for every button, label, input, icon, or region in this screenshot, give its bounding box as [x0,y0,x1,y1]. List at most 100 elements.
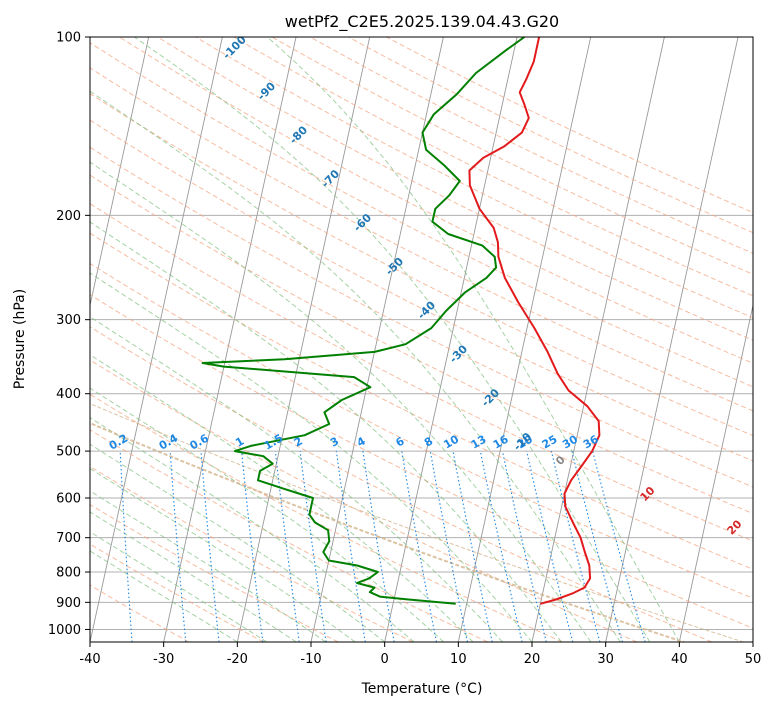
dry-adiabat-line [119,37,753,364]
dry-adiabat-line [386,37,753,213]
moist-adiabat-line [90,490,326,642]
y-tick-label: 600 [56,492,81,507]
x-tick-label: -20 [227,652,248,667]
isotherm-line [0,37,1,642]
isotherm-label: -80 [287,123,310,146]
x-tick-label: -40 [79,652,100,667]
moist-adiabat-line [90,467,356,642]
mixing-ratio-label: 6 [393,434,406,449]
dry-adiabat-line [195,37,753,319]
moist-adiabat-line [90,511,297,642]
moist-adiabat-line [90,221,562,642]
dry-adiabat-line [157,37,753,341]
mixing-ratio-line [452,450,493,642]
isotherm-line [236,37,371,642]
moist-adiabat-line [90,272,533,642]
x-axis-label: Temperature (°C) [361,681,483,697]
mixing-ratio-label: 10 [441,432,461,451]
y-axis-label: Pressure (hPa) [12,289,28,389]
x-tick-label: 20 [524,652,541,667]
mixing-ratio-label: 13 [469,433,489,452]
mixing-ratio-line [401,451,437,642]
y-tick-label: 300 [56,313,81,328]
mixing-ratio-label: 0.6 [188,431,212,452]
x-tick-label: 30 [597,652,614,667]
moist-adiabat-line [90,417,415,642]
profiles-layer [201,37,601,605]
mixing-ratio-line [592,450,646,642]
mixing-ratio-line [73,451,82,642]
dry-adiabat-line [90,503,339,642]
x-tick-label: -10 [300,652,321,667]
dry-adiabat-line [233,37,753,297]
isotherm-label: -10 [511,430,534,453]
y-tick-label: 200 [56,209,81,224]
dry-adiabat-line [90,294,753,629]
dry-adiabat-line [271,37,753,275]
y-tick-label: 800 [56,566,81,581]
mixing-ratio-line [169,451,187,642]
mixing-ratio-label: 36 [581,432,601,451]
moist-adiabat-line [90,161,592,642]
y-tick-label: 900 [56,596,81,611]
y-tick-label: 100 [56,31,81,46]
dry-adiabat-line [90,584,190,642]
mixing-ratio-line [429,451,469,642]
y-axis-ticks: 100 200 300 400 500 600 700 800 900 1000 [48,31,90,638]
dry-adiabat-line [90,262,753,599]
mixing-ratio-line [241,451,264,642]
mixing-ratio-line [362,451,395,642]
isotherm-label: -50 [383,255,406,278]
plot-frame [89,36,754,643]
x-axis-ticks: -40 -30 -20 -10 0 10 20 30 40 50 [79,642,761,667]
isotherm-line [384,37,518,642]
mixing-ratio-line [526,450,574,642]
y-tick-label: 500 [56,445,81,460]
dry-adiabat-line [90,326,712,642]
x-tick-label: -30 [153,652,174,667]
dry-adiabat-line [90,232,753,570]
dry-adiabat-line [90,119,753,462]
isotherm-label: 10 [638,484,658,504]
dry-adiabat-line [90,146,753,488]
x-tick-label: 0 [381,652,389,667]
moist-adiabat-line [90,354,474,642]
x-tick-label: 40 [671,652,688,667]
dry-adiabat-line [90,465,414,642]
y-tick-label: 700 [56,531,81,546]
chart-title: wetPf2_C2E5.2025.139.04.43.G20 [285,12,559,32]
mixing-ratio-label: 1.5 [262,432,285,453]
dry-adiabat-line [90,93,753,437]
mixing-ratio-line [119,451,133,642]
mixing-ratio-line [299,451,327,642]
isotherm-label: -30 [447,342,470,365]
isotherm-label: 20 [725,517,745,537]
isotherm-label: -70 [319,167,342,190]
isotherm-line [752,639,753,642]
outer-guide-line [90,422,685,642]
dry-adiabat-line [90,543,264,642]
isotherm-line [605,37,739,642]
guide-labels-layer: 0.1 0.2 0.4 0.6 1 1.5 2 3 4 6 8 10 13 16 20 25 30 36-100-… [107,37,745,538]
mixing-ratio-label: 16 [491,432,511,451]
isotherm-label: -20 [479,386,502,409]
dry-adiabat-line [90,393,563,642]
mixing-ratio-line [335,451,366,642]
mixing-ratio-label: 0.4 [157,431,181,452]
moist-adiabat-line [266,37,680,642]
y-tick-label: 400 [56,387,81,402]
temperature-profile-line [468,37,601,605]
dry-adiabat-line [309,37,753,254]
mixing-ratio-line [550,450,601,642]
guide-lines-layer [73,37,753,642]
isotherm-line [90,37,150,308]
mixing-ratio-label: 0.2 [107,432,130,453]
moist-adiabat-line [90,316,503,642]
moist-adiabat-line [90,550,238,642]
isotherm-label: -60 [351,211,374,234]
mixing-ratio-line [571,450,623,642]
dry-adiabat-line [90,203,753,542]
isotherm-line [163,37,297,642]
isotherm-line [90,37,223,642]
